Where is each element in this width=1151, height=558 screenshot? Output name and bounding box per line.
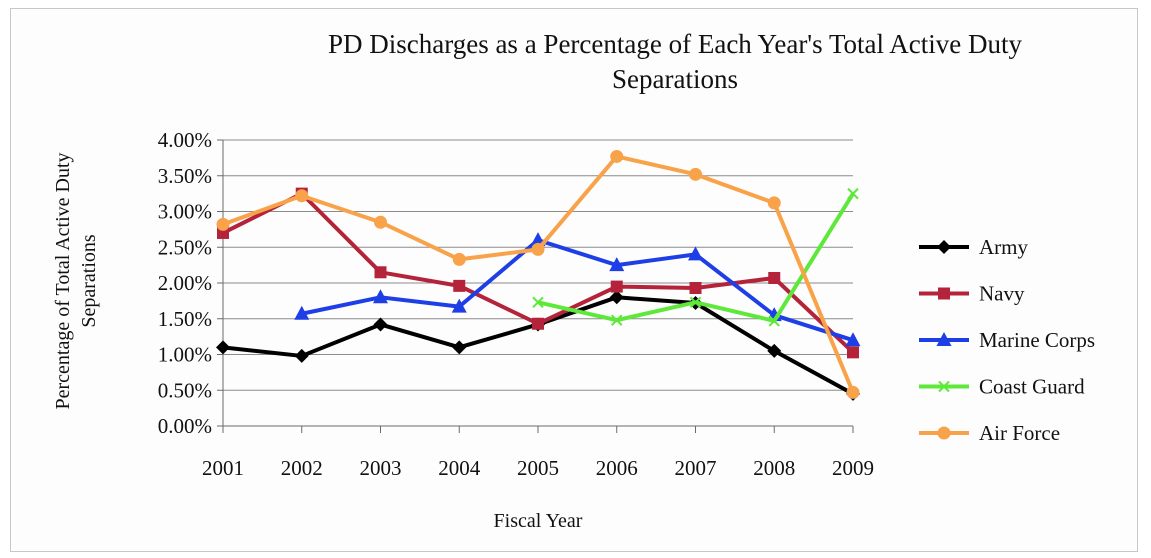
data-point-coast-guard	[611, 314, 623, 326]
legend-item-air-force: Air Force	[919, 421, 1060, 445]
x-tick-label: 2001	[202, 456, 244, 480]
data-point-marine-corps	[373, 289, 388, 304]
data-point-navy	[768, 271, 781, 284]
x-tick-label: 2005	[517, 456, 559, 480]
series-lines	[216, 149, 861, 401]
data-point-air-force	[374, 215, 387, 229]
data-point-coast-guard	[768, 315, 780, 327]
x-tick-label: 2007	[675, 456, 717, 480]
data-point-marine-corps	[688, 246, 703, 261]
chart-frame: PD Discharges as a Percentage of Each Ye…	[10, 8, 1138, 552]
data-point-army	[294, 348, 309, 363]
legend-label: Air Force	[979, 421, 1060, 445]
data-point-army	[609, 290, 624, 305]
legend-marker	[936, 332, 952, 346]
gridlines	[223, 139, 853, 391]
axes: 0.00% 0.50% 1.00% 1.50% 2.00% 2.50% 3.00% 3.50%…	[158, 128, 874, 480]
y-axis-label: Percentage of Total Active Duty Separati…	[52, 152, 100, 409]
data-point-air-force	[216, 217, 230, 231]
y-tick-label: 3.00%	[158, 200, 212, 224]
chart-title: PD Discharges as a Percentage of Each Ye…	[328, 29, 1023, 94]
data-point-air-force	[531, 242, 545, 256]
data-point-navy	[610, 280, 623, 293]
x-axis-label: Fiscal Year	[494, 510, 583, 532]
x-tick-label: 2006	[596, 456, 638, 480]
legend-marker	[937, 426, 951, 440]
y-tick-label: 4.00%	[158, 128, 212, 152]
legend-item-marine-corps: Marine Corps	[919, 328, 1095, 352]
data-point-navy	[532, 317, 544, 330]
legend-label: Marine Corps	[979, 328, 1095, 352]
data-point-army	[373, 317, 388, 332]
data-point-coast-guard	[847, 187, 859, 200]
data-point-army	[216, 340, 230, 355]
data-point-marine-corps	[451, 298, 467, 313]
legend-label: Army	[979, 235, 1028, 259]
series-line-marine-corps	[301, 238, 854, 343]
data-point-air-force	[689, 167, 702, 181]
x-tick-label: 2004	[438, 456, 481, 480]
data-point-army	[767, 343, 782, 358]
data-point-marine-corps	[609, 257, 625, 272]
legend-marker	[938, 287, 950, 300]
data-point-air-force	[767, 196, 781, 210]
y-tick-label: 3.50%	[158, 164, 212, 188]
legend-item-navy: Navy	[919, 282, 1025, 306]
series-coast-guard	[532, 187, 859, 327]
legend-label: Coast Guard	[979, 375, 1085, 399]
data-point-air-force	[610, 149, 624, 163]
x-tick-label: 2008	[753, 456, 795, 480]
series-navy	[217, 187, 859, 359]
data-point-navy	[374, 266, 387, 279]
y-tick-label: 1.00%	[158, 343, 212, 367]
x-tick-label: 2009	[832, 456, 874, 480]
data-point-air-force	[295, 189, 309, 203]
legend-marker	[937, 240, 951, 254]
legend-label: Navy	[979, 282, 1025, 306]
y-tick-label: 0.00%	[158, 414, 212, 438]
data-point-coast-guard	[532, 296, 544, 309]
legend-item-coast-guard: Coast Guard	[919, 375, 1085, 399]
y-axis-label-line-2: Separations	[78, 234, 100, 328]
data-point-marine-corps	[294, 305, 310, 320]
legend-item-army: Army	[919, 235, 1028, 259]
x-tick-label: 2003	[360, 456, 402, 480]
y-axis-label-line-1: Percentage of Total Active Duty	[52, 152, 74, 409]
data-point-navy	[453, 279, 466, 292]
y-tick-label: 1.50%	[158, 307, 212, 331]
chart-title-line-2: Separations	[612, 64, 738, 94]
y-tick-label: 2.00%	[158, 271, 212, 295]
x-tick-label: 2002	[281, 456, 323, 480]
series-line-air-force	[222, 154, 855, 394]
data-point-air-force	[452, 252, 466, 266]
legend: Army Navy Marine Corps Coast Guard Air Force	[919, 235, 1095, 445]
data-point-navy	[847, 346, 859, 359]
series-air-force	[216, 149, 860, 399]
chart-title-line-1: PD Discharges as a Percentage of Each Ye…	[328, 29, 1023, 59]
data-point-air-force	[846, 385, 860, 399]
legend-marker	[938, 380, 950, 393]
y-tick-label: 2.50%	[158, 235, 212, 259]
data-point-army	[452, 340, 467, 355]
data-point-navy	[689, 282, 702, 295]
data-point-marine-corps	[845, 332, 861, 347]
data-point-coast-guard	[689, 296, 702, 309]
chart: PD Discharges as a Percentage of Each Ye…	[52, 29, 1095, 532]
y-tick-label: 0.50%	[158, 378, 212, 402]
